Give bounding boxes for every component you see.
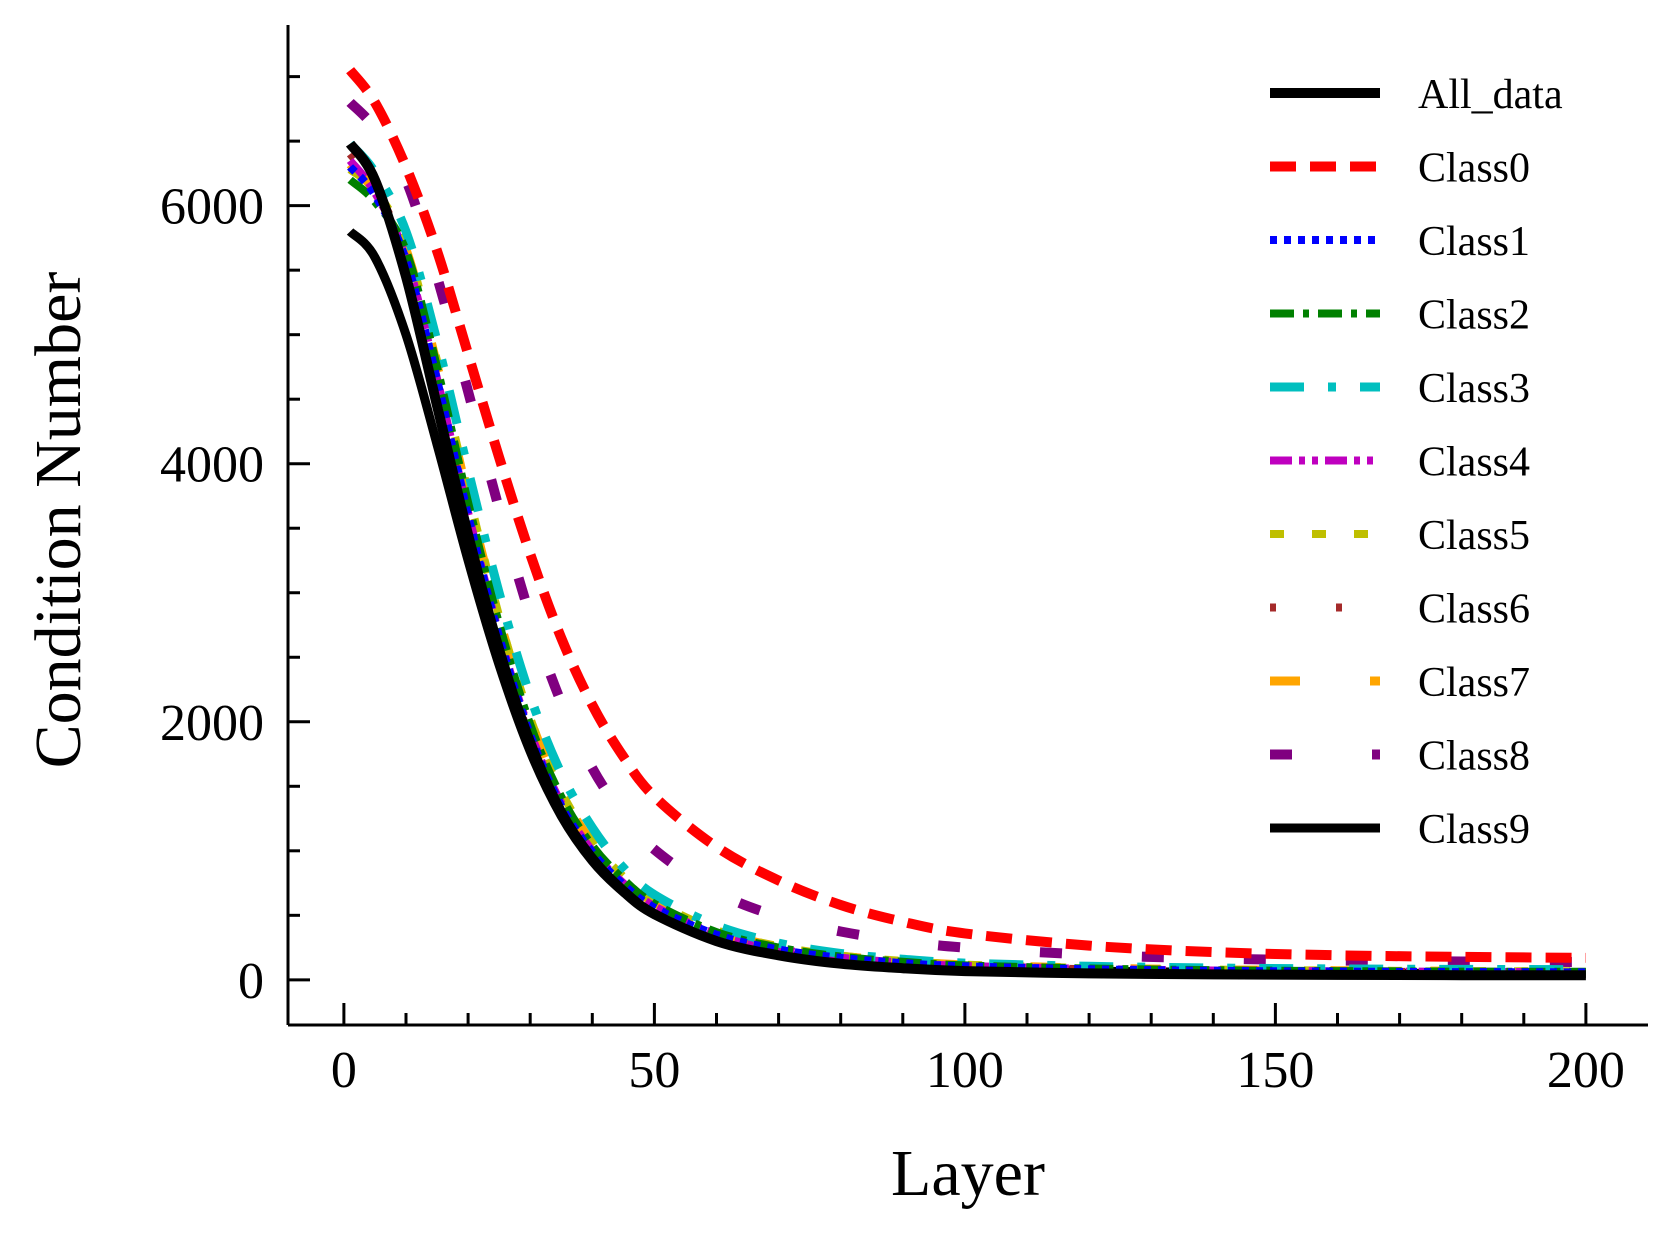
series-line-class3 (346, 140, 1586, 975)
series-layer (345, 67, 1586, 981)
x-tick-label: 150 (1236, 1042, 1314, 1099)
legend: All_data Class0 Class1 Class2 Class3 Class4 Cl… (1270, 72, 1563, 853)
y-axis-title: Condition Number (22, 272, 95, 769)
series-line-class8 (346, 98, 1586, 967)
y-tick-label: 0 (238, 953, 264, 1010)
y-tick-label: 2000 (160, 695, 264, 752)
legend-label-class2: Class2 (1418, 293, 1530, 339)
series-line-class0 (346, 67, 1586, 963)
x-tick-label: 0 (331, 1042, 357, 1099)
y-tick-label: 4000 (160, 437, 264, 494)
axes (286, 25, 1648, 1027)
legend-label-class6: Class6 (1418, 587, 1530, 633)
series-line-all-data (345, 140, 1586, 981)
legend-label-class5: Class5 (1418, 513, 1530, 559)
legend-label-class8: Class8 (1418, 734, 1530, 780)
x-axis-title: Layer (891, 1137, 1045, 1210)
legend-label-all-data: All_data (1418, 72, 1563, 118)
y-tick-label: 6000 (160, 179, 264, 236)
legend-label-class9: Class9 (1418, 807, 1530, 853)
x-tick-label: 200 (1547, 1042, 1625, 1099)
legend-label-class3: Class3 (1418, 366, 1530, 412)
legend-label-class1: Class1 (1418, 219, 1530, 265)
tick-labels: 0 2000 4000 6000 0 50 100 150 200 (160, 179, 1625, 1099)
x-tick-label: 100 (926, 1042, 1004, 1099)
legend-label-class7: Class7 (1418, 660, 1530, 706)
series-line-class9 (346, 228, 1586, 979)
legend-label-class0: Class0 (1418, 146, 1530, 192)
legend-label-class4: Class4 (1418, 440, 1530, 486)
x-tick-label: 50 (628, 1042, 680, 1099)
